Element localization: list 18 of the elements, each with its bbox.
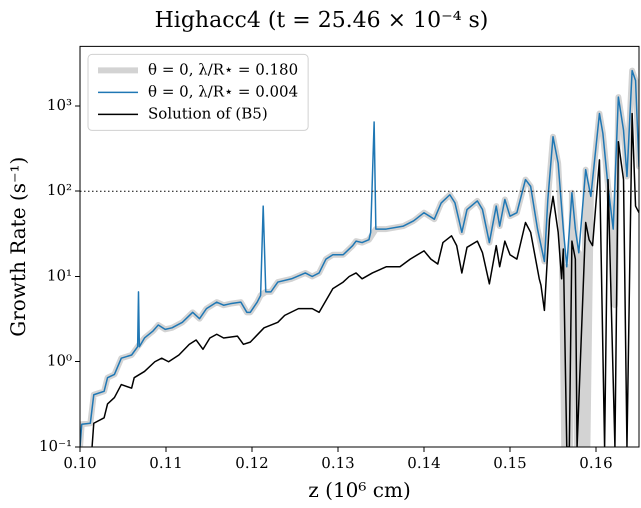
x-axis-title: z (10⁶ cm) (308, 478, 411, 502)
x-tick-label: 0.11 (149, 454, 183, 472)
x-tick-label: 0.13 (321, 454, 355, 472)
x-tick-label: 0.10 (63, 454, 97, 472)
y-tick-label: 10⁻¹ (38, 436, 72, 455)
legend-label: Solution of (B5) (148, 104, 268, 122)
x-tick-label: 0.16 (579, 454, 613, 472)
y-tick-label: 10⁰ (46, 352, 72, 370)
chart-title: Highacc4 (t = 25.46 × 10⁻⁴ s) (154, 8, 488, 33)
x-tick-label: 0.12 (235, 454, 269, 472)
legend-label: θ = 0, λ/R⋆ = 0.004 (148, 82, 298, 100)
legend-label: θ = 0, λ/R⋆ = 0.180 (148, 60, 298, 78)
y-axis-title: Growth Rate (s⁻¹) (6, 156, 30, 337)
y-tick-label: 10¹ (46, 266, 72, 284)
y-tick-label: 10³ (46, 96, 72, 114)
x-tick-label: 0.15 (493, 454, 527, 472)
y-tick-label: 10² (46, 181, 72, 200)
x-tick-label: 0.14 (407, 454, 441, 472)
